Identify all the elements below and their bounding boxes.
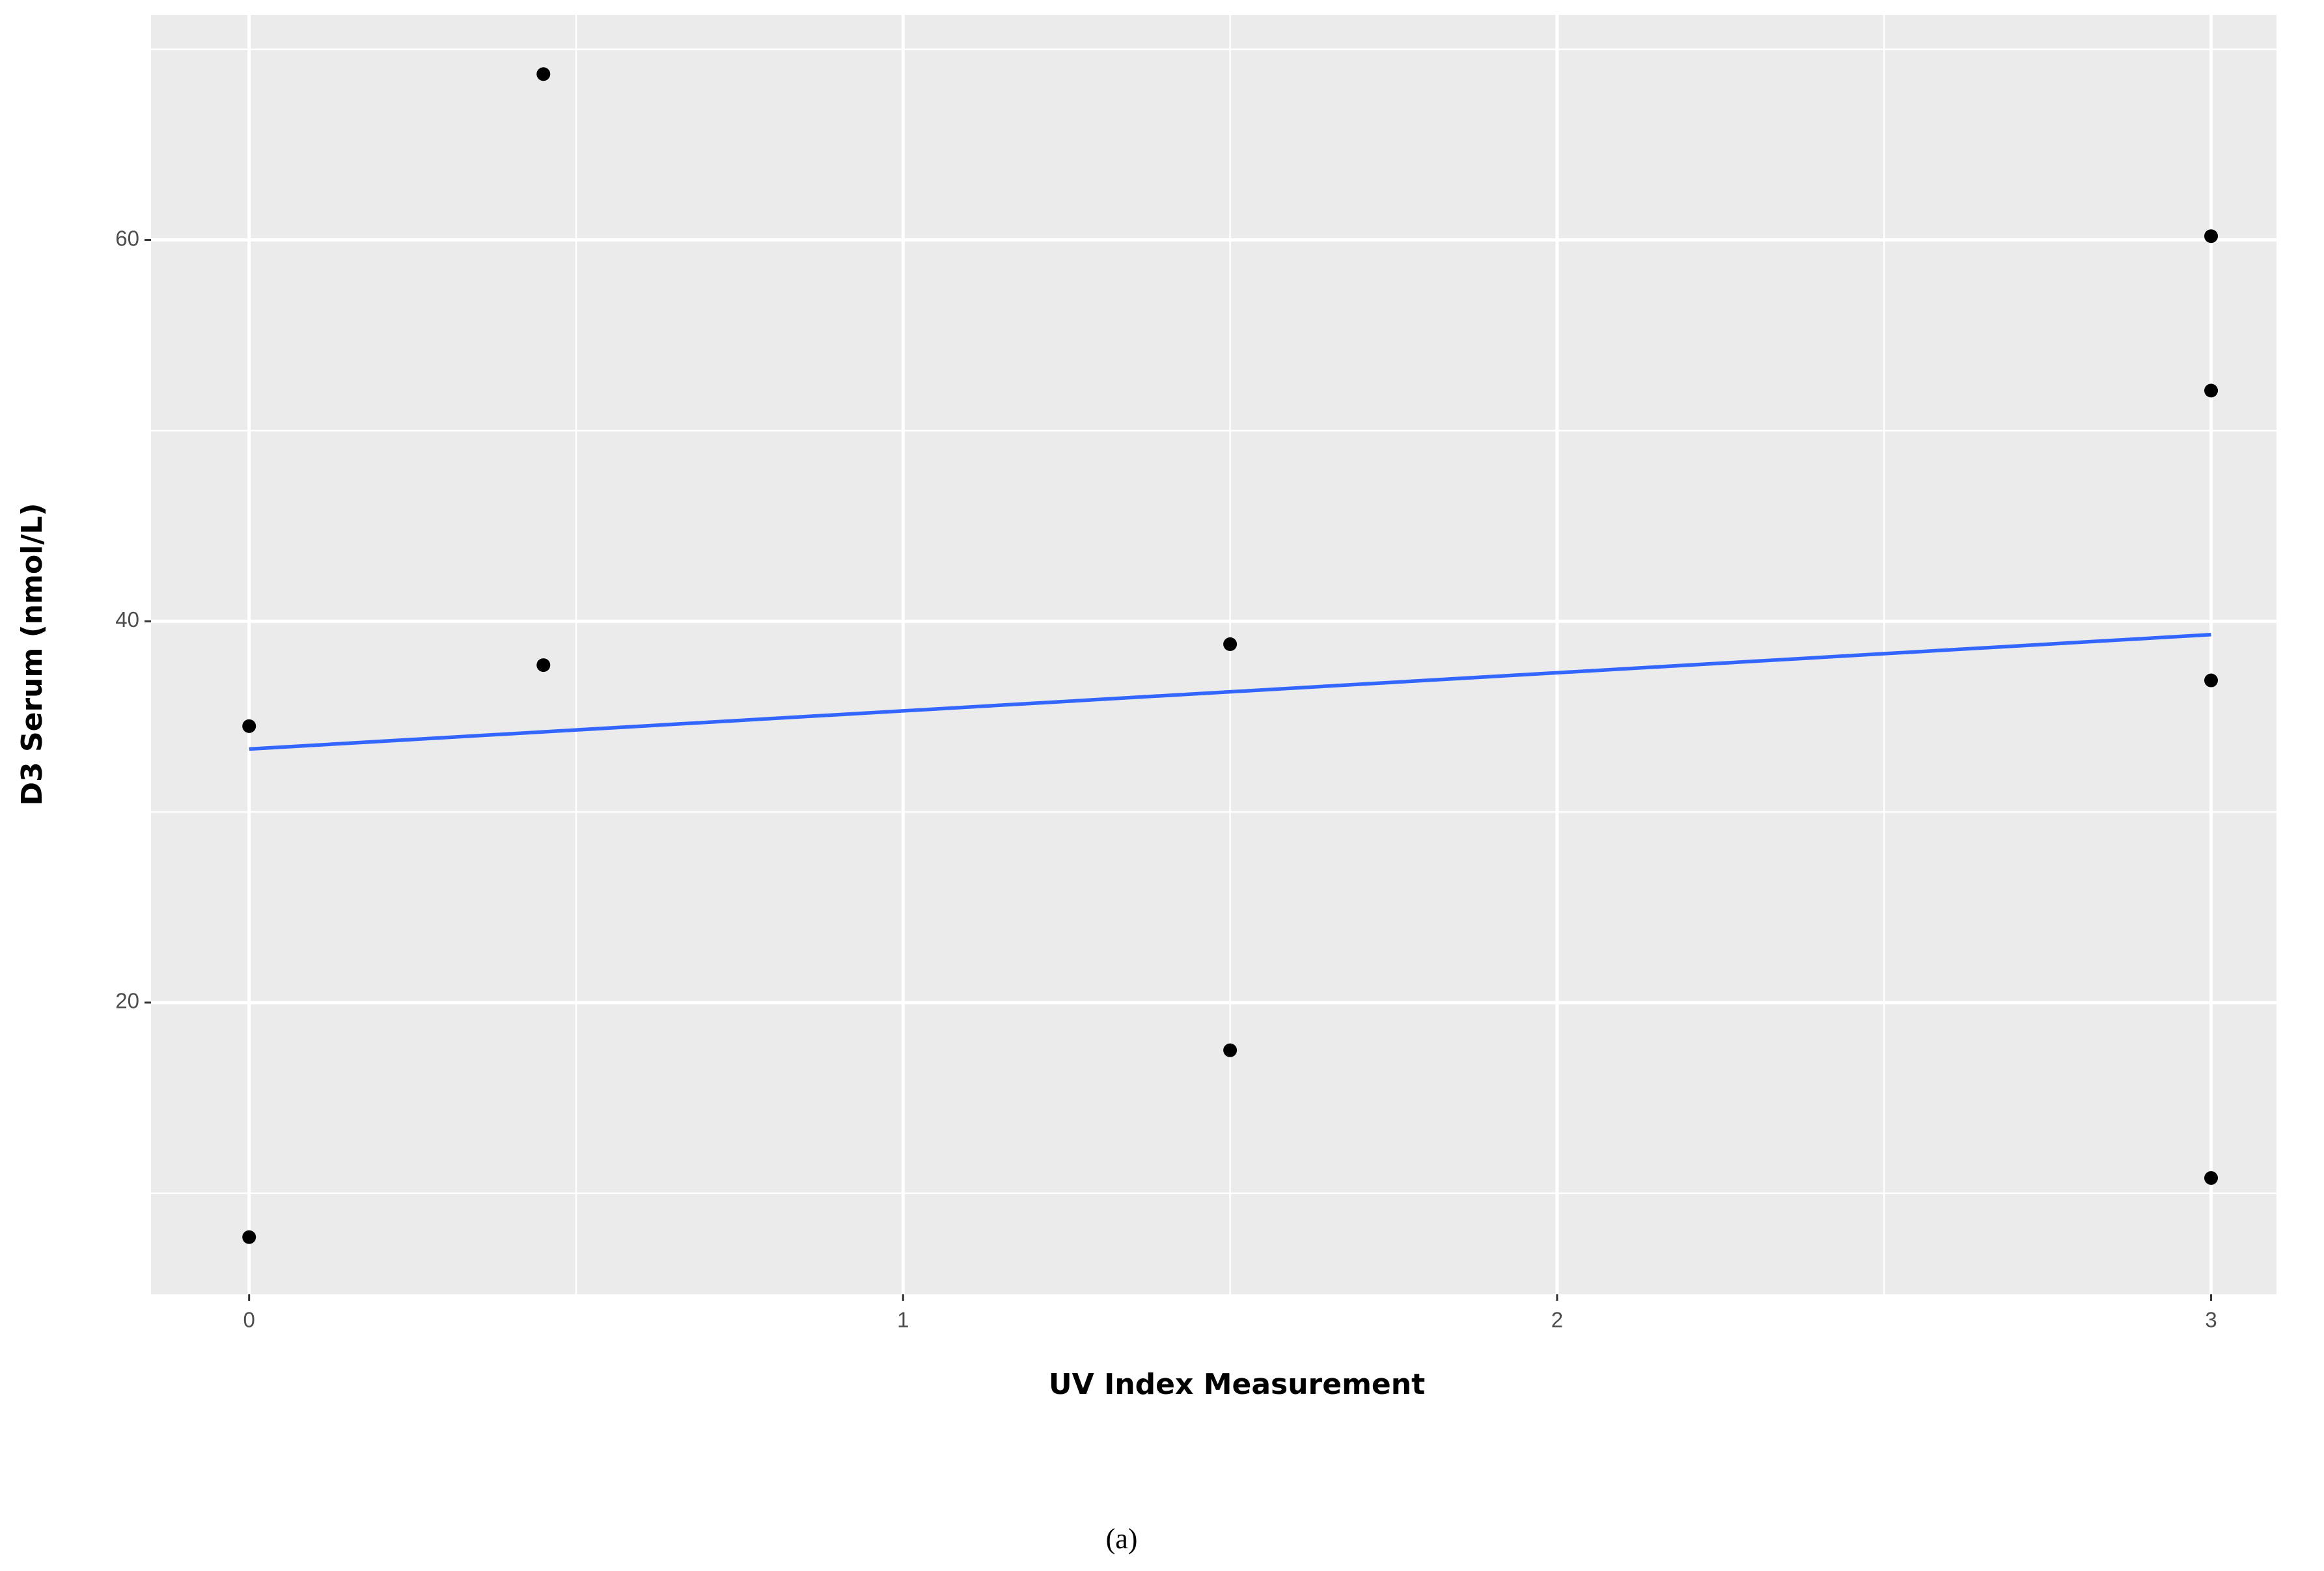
x-tick-label: 1: [897, 1308, 909, 1332]
y-tick-label: 20: [115, 989, 139, 1013]
data-point: [242, 1230, 256, 1244]
y-tick-label: 60: [115, 226, 139, 250]
x-tick-label: 3: [2205, 1308, 2217, 1332]
plot-panel: [151, 15, 2276, 1294]
data-point: [2204, 229, 2219, 243]
data-point: [242, 719, 256, 733]
data-point: [1223, 637, 1238, 651]
data-point: [2204, 1171, 2219, 1185]
x-tick-label: 0: [243, 1308, 255, 1332]
data-point: [536, 658, 551, 673]
trend-line: [249, 633, 2211, 751]
x-tick-label: 2: [1551, 1308, 1563, 1332]
y-tick-label: 40: [115, 607, 139, 632]
data-point: [2204, 673, 2219, 688]
data-point: [536, 67, 551, 81]
data-point: [1223, 1043, 1238, 1057]
x-axis-title: UV Index Measurement: [1049, 1368, 1425, 1401]
data-point: [2204, 383, 2219, 398]
y-axis-title: D3 Serum (nmol/L): [16, 503, 49, 806]
caption: (a): [1106, 1523, 1138, 1555]
